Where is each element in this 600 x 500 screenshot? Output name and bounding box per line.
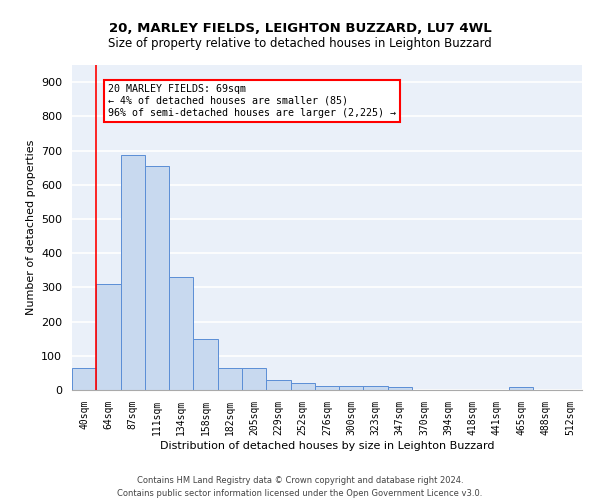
Text: 20, MARLEY FIELDS, LEIGHTON BUZZARD, LU7 4WL: 20, MARLEY FIELDS, LEIGHTON BUZZARD, LU7… bbox=[109, 22, 491, 36]
Bar bbox=[72, 368, 96, 390]
Bar bbox=[169, 277, 193, 390]
Bar bbox=[218, 368, 242, 390]
Bar bbox=[388, 387, 412, 390]
Text: Contains HM Land Registry data © Crown copyright and database right 2024.
Contai: Contains HM Land Registry data © Crown c… bbox=[118, 476, 482, 498]
Bar bbox=[121, 154, 145, 390]
Bar bbox=[96, 284, 121, 390]
Bar bbox=[193, 338, 218, 390]
Bar bbox=[509, 388, 533, 390]
Bar bbox=[290, 383, 315, 390]
Text: Size of property relative to detached houses in Leighton Buzzard: Size of property relative to detached ho… bbox=[108, 38, 492, 51]
Bar bbox=[242, 368, 266, 390]
Bar bbox=[364, 386, 388, 390]
Y-axis label: Number of detached properties: Number of detached properties bbox=[26, 140, 35, 315]
Bar bbox=[266, 380, 290, 390]
Bar bbox=[315, 386, 339, 390]
Bar bbox=[339, 386, 364, 390]
X-axis label: Distribution of detached houses by size in Leighton Buzzard: Distribution of detached houses by size … bbox=[160, 440, 494, 450]
Bar bbox=[145, 166, 169, 390]
Text: 20 MARLEY FIELDS: 69sqm
← 4% of detached houses are smaller (85)
96% of semi-det: 20 MARLEY FIELDS: 69sqm ← 4% of detached… bbox=[109, 84, 397, 117]
